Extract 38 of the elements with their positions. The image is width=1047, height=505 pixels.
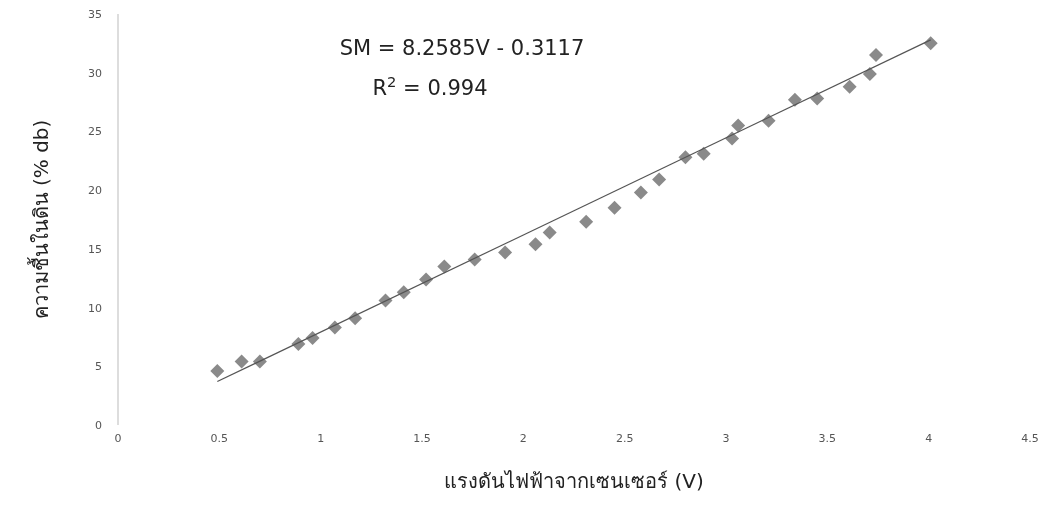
y-tick-label: 30 — [88, 66, 102, 80]
annotation: SM = 8.2585V - 0.3117 — [339, 36, 585, 60]
y-axis-title: ความชื้นในดิน (% db) — [27, 119, 53, 320]
y-tick-label: 15 — [88, 242, 102, 256]
point — [542, 225, 557, 240]
x-tick-label: 2.5 — [615, 432, 634, 445]
y-tick-label: 0 — [95, 419, 102, 432]
point — [437, 259, 452, 274]
point — [842, 79, 857, 94]
y-tick-label: 35 — [88, 8, 102, 21]
annotation: R$^{2}$ = 0.994 — [372, 72, 488, 100]
point — [633, 185, 648, 200]
x-tick-label: 3 — [722, 432, 730, 445]
y-tick-label: 10 — [88, 301, 102, 315]
point — [607, 200, 622, 215]
point — [787, 92, 802, 107]
point — [696, 146, 711, 161]
x-tick-label: 1 — [317, 432, 325, 445]
point — [528, 237, 543, 252]
x-tick-label: 0 — [114, 432, 122, 445]
x-tick-label: 4 — [925, 432, 933, 445]
y-tick-label: 25 — [88, 125, 102, 139]
x-tick-label: 0.5 — [210, 432, 229, 445]
point — [498, 245, 513, 260]
x-tick-label: 1.5 — [413, 432, 431, 445]
y-tick-label: 5 — [95, 360, 102, 374]
point — [234, 354, 249, 369]
point — [862, 66, 877, 81]
x-tick-label: 3.5 — [818, 432, 837, 445]
x-tick-label: 4.5 — [1021, 432, 1039, 445]
point — [210, 363, 225, 378]
point — [868, 48, 883, 63]
point — [731, 118, 746, 133]
point — [652, 172, 667, 187]
x-axis-title: แรงดันไฟฟ้าจากเซนเซอร์ (V) — [444, 469, 704, 493]
y-tick-label: 20 — [88, 184, 102, 198]
point — [579, 214, 594, 229]
x-tick-label: 2 — [519, 432, 527, 445]
